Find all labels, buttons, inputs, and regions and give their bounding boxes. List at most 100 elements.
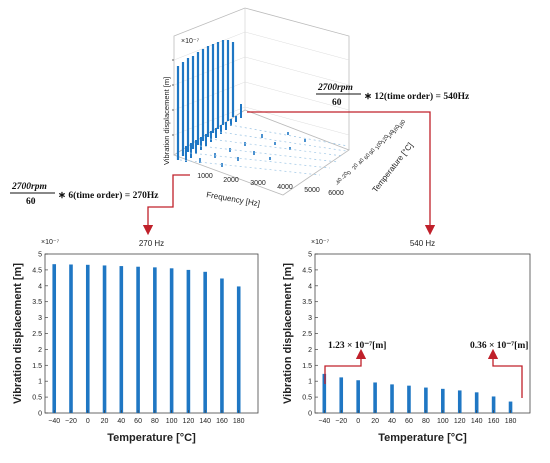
waterfall-x-tick: 3000 bbox=[250, 180, 266, 187]
eq-540-denominator: 60 bbox=[332, 98, 342, 108]
x-tick-label: −40 bbox=[318, 418, 330, 425]
bar bbox=[153, 267, 157, 413]
bar bbox=[169, 268, 174, 413]
y-tick-label: 4.5 bbox=[32, 267, 42, 274]
x-tick-label: 80 bbox=[151, 418, 159, 425]
bar bbox=[373, 382, 377, 413]
waterfall-x-tick: 4000 bbox=[277, 184, 293, 191]
bar bbox=[407, 385, 411, 413]
chart-270hz-y-ticks: 0 0.5 1 1.5 2 2.5 3 3.5 4 4.5 5 bbox=[32, 252, 48, 418]
bar bbox=[236, 286, 241, 413]
y-tick-label: 3.5 bbox=[32, 299, 42, 306]
y-tick-label: 2 bbox=[308, 347, 312, 354]
waterfall-z-ticks bbox=[172, 59, 174, 136]
bar bbox=[322, 373, 327, 413]
right-peak-label: 0.36 × 10⁻⁷[m] bbox=[470, 341, 528, 351]
chart-270hz-frame bbox=[44, 253, 259, 414]
y-tick-label: 4.5 bbox=[302, 267, 312, 274]
bar bbox=[491, 396, 496, 413]
leader-arrows bbox=[142, 111, 436, 236]
y-tick-label: 4 bbox=[308, 283, 312, 290]
waterfall-x-tick: 6000 bbox=[328, 190, 344, 197]
bar bbox=[85, 264, 90, 413]
y-tick-label: 5 bbox=[308, 252, 312, 259]
chart-270hz-x-label: Temperature [°C] bbox=[107, 432, 196, 444]
eq-270-denominator: 60 bbox=[26, 197, 36, 207]
x-tick-label: −20 bbox=[335, 418, 347, 425]
chart-270hz-x-ticks: −40 −20 0 20 40 60 80 100 120 140 160 180 bbox=[48, 410, 245, 425]
y-tick-label: 2.5 bbox=[32, 331, 42, 338]
svg-text:120: 120 bbox=[381, 134, 391, 145]
waterfall-x-tick: 2000 bbox=[223, 177, 239, 184]
chart-540hz-title: 540 Hz bbox=[410, 239, 435, 248]
waterfall-y-ticks: -40 -20 0 20 40 60 80 100 120 140 160 18… bbox=[335, 119, 408, 187]
x-tick-label: 160 bbox=[488, 418, 500, 425]
waterfall-x-tick: 5000 bbox=[304, 187, 320, 194]
x-tick-label: 180 bbox=[233, 418, 245, 425]
chart-540hz-scale-label: ×10⁻⁷ bbox=[311, 239, 330, 246]
eq-270-numerator: 2700rpm bbox=[11, 182, 47, 192]
annotation-270-equation: 2700rpm 60 ∗ 6(time order) = 270Hz bbox=[10, 182, 159, 207]
waterfall-x-tick: 1000 bbox=[197, 173, 213, 180]
left-peak-label: 1.23 × 10⁻⁷[m] bbox=[328, 341, 386, 351]
chart-540hz-bars bbox=[322, 373, 513, 413]
svg-text:160: 160 bbox=[392, 124, 402, 135]
bar bbox=[119, 266, 124, 413]
bar bbox=[441, 388, 445, 413]
y-tick-label: 3.5 bbox=[302, 299, 312, 306]
bar bbox=[474, 392, 479, 413]
x-tick-label: 100 bbox=[437, 418, 449, 425]
bar bbox=[203, 271, 207, 413]
arrow-to-540-chart bbox=[247, 111, 436, 236]
x-tick-label: 120 bbox=[183, 418, 195, 425]
svg-text:100: 100 bbox=[375, 140, 385, 151]
waterfall-scale-label: ×10⁻⁷ bbox=[181, 38, 200, 45]
chart-540hz-x-ticks: −40 −20 0 20 40 60 80 100 120 140 160 180 bbox=[318, 410, 516, 425]
x-tick-label: 20 bbox=[101, 418, 109, 425]
x-tick-label: 180 bbox=[505, 418, 517, 425]
x-tick-label: 140 bbox=[471, 418, 483, 425]
x-tick-label: 140 bbox=[199, 418, 211, 425]
waterfall-x-label: Frequency [Hz] bbox=[206, 190, 261, 208]
chart-270hz-scale-label: ×10⁻⁷ bbox=[41, 239, 60, 246]
chart-540hz-y-label: Vibration displacement [m] bbox=[282, 263, 294, 404]
y-tick-label: 1.5 bbox=[302, 363, 312, 370]
bar bbox=[102, 265, 107, 413]
x-tick-label: 80 bbox=[422, 418, 430, 425]
annotation-left-peak: 1.23 × 10⁻⁷[m] bbox=[324, 341, 386, 384]
y-tick-label: 0 bbox=[38, 411, 42, 418]
x-tick-label: 40 bbox=[388, 418, 396, 425]
x-tick-label: 100 bbox=[166, 418, 178, 425]
bar bbox=[424, 387, 428, 413]
eq-540-numerator: 2700rpm bbox=[317, 83, 353, 93]
y-tick-label: 1 bbox=[38, 379, 42, 386]
chart-540hz-frame bbox=[314, 253, 531, 414]
svg-text:-20: -20 bbox=[341, 171, 350, 181]
svg-text:20: 20 bbox=[352, 163, 360, 171]
x-tick-label: 40 bbox=[117, 418, 125, 425]
x-tick-label: 0 bbox=[86, 418, 90, 425]
x-tick-label: 120 bbox=[454, 418, 466, 425]
svg-text:180: 180 bbox=[398, 119, 408, 130]
annotation-right-peak: 0.36 × 10⁻⁷[m] bbox=[470, 341, 528, 398]
x-tick-label: 20 bbox=[371, 418, 379, 425]
chart-270hz-y-label: Vibration displacement [m] bbox=[12, 263, 24, 404]
bar bbox=[508, 401, 513, 413]
y-tick-label: 1 bbox=[308, 379, 312, 386]
y-tick-label: 3 bbox=[308, 315, 312, 322]
bar bbox=[186, 269, 191, 413]
y-tick-label: 0.5 bbox=[32, 395, 42, 402]
bar bbox=[457, 390, 462, 413]
eq-270-suffix: ∗ 6(time order) = 270Hz bbox=[58, 190, 159, 201]
chart-540hz-x-label: Temperature [°C] bbox=[378, 432, 467, 444]
chart-270hz-bars bbox=[52, 264, 241, 413]
annotation-540-equation: 2700rpm 60 ∗ 12(time order) = 540Hz bbox=[316, 83, 470, 108]
x-tick-label: −40 bbox=[48, 418, 60, 425]
y-tick-label: 5 bbox=[38, 252, 42, 259]
chart-540hz: 540 Hz ×10⁻⁷ 0 0.5 1 1.5 2 2.5 3 3.5 4 4.5 5 −40 −2… bbox=[282, 239, 531, 444]
svg-text:140: 140 bbox=[387, 129, 397, 140]
waterfall-x-ticks: 1000 2000 3000 4000 5000 6000 bbox=[197, 173, 344, 197]
x-tick-label: −20 bbox=[65, 418, 77, 425]
y-tick-label: 2.5 bbox=[302, 331, 312, 338]
